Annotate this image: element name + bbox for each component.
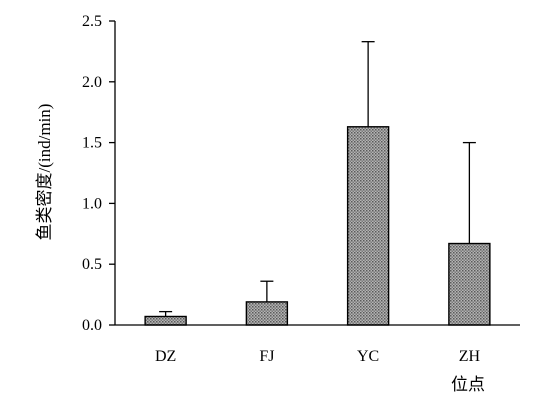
y-tick-label: 0.5 — [82, 256, 102, 273]
y-axis-ticks: 0.0 0.5 1.0 1.5 2.0 2.5 — [82, 13, 115, 334]
y-tick-label: 0.0 — [82, 317, 102, 334]
x-axis-tick-labels: DZ FJ YC ZH — [155, 348, 481, 365]
bar-dz — [144, 315, 187, 326]
x-tick-label-zh: ZH — [459, 348, 481, 365]
bars — [144, 126, 491, 326]
y-tick-label: 1.0 — [82, 195, 102, 212]
error-bars — [159, 41, 476, 317]
bar-fj — [245, 301, 289, 326]
y-axis-label: 鱼类密度/(ind/min) — [35, 104, 54, 241]
x-tick-label-fj: FJ — [259, 348, 274, 365]
y-tick-label: 1.5 — [82, 135, 102, 152]
y-tick-label: 2.0 — [82, 74, 102, 91]
y-tick-label: 2.5 — [82, 13, 102, 30]
x-tick-label-yc: YC — [357, 348, 379, 365]
x-axis-label: 位点 — [451, 375, 485, 394]
bar-zh — [448, 242, 491, 326]
x-tick-label-dz: DZ — [155, 348, 176, 365]
bar-yc — [346, 126, 390, 326]
